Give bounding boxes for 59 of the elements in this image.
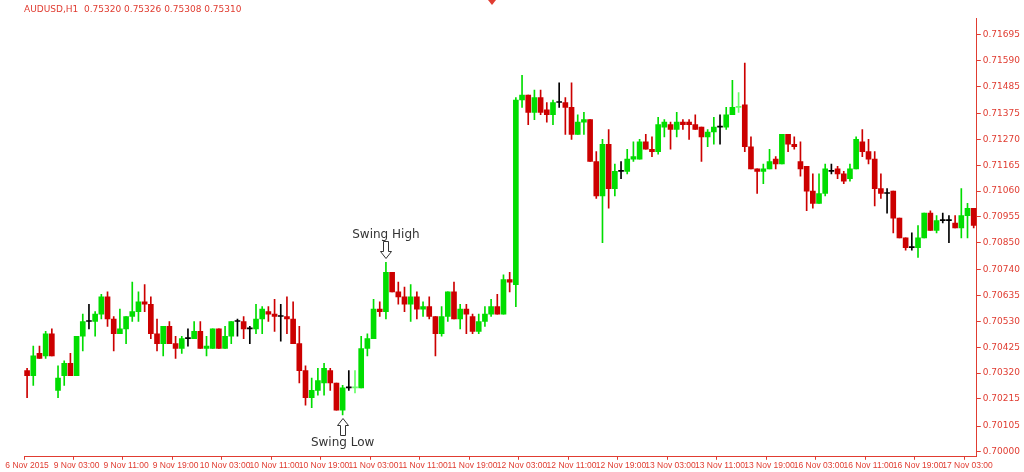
x-tick-label: 16 Nov 03:00 — [793, 460, 845, 471]
x-tick-label: 11 Nov 19:00 — [447, 460, 498, 471]
x-tick-label: 13 Nov 11:00 — [695, 460, 746, 471]
candlestick — [86, 303, 92, 330]
y-tick-label: 0.71485 — [982, 80, 1020, 91]
candlestick — [395, 281, 402, 305]
candlestick — [185, 328, 191, 347]
annotation: Swing Low — [310, 435, 375, 450]
candlestick — [908, 232, 915, 251]
candlestick — [24, 367, 30, 399]
x-tick-label: 10 Nov 19:00 — [298, 460, 350, 471]
candlestick — [117, 308, 123, 335]
x-tick-label: 12 Nov 19:00 — [595, 460, 647, 471]
candlestick — [556, 82, 562, 108]
y-tick-label: 0.71270 — [982, 133, 1021, 144]
y-tick-label: 0.70530 — [982, 315, 1021, 326]
x-tick-label: 13 Nov 19:00 — [744, 460, 796, 471]
y-tick-label: 0.71165 — [982, 159, 1020, 170]
y-tick-label: 0.70425 — [982, 341, 1020, 352]
candlestick — [711, 116, 717, 145]
y-tick-label: 0.70215 — [982, 393, 1020, 404]
candlestick — [376, 301, 383, 317]
candlestick — [618, 161, 624, 180]
y-tick-label: 0.71060 — [982, 185, 1021, 196]
y-tick-label: 0.71590 — [982, 54, 1021, 65]
x-tick-label: 16 Nov 11:00 — [843, 460, 894, 471]
candlestick — [284, 296, 290, 335]
y-tick-label: 0.70000 — [982, 446, 1021, 457]
x-tick-label: 9 Nov 03:00 — [53, 460, 100, 471]
y-tick-label: 0.70635 — [982, 289, 1020, 300]
y-tick-label: 0.70105 — [982, 420, 1020, 431]
y-tick-label: 0.71695 — [982, 29, 1020, 40]
candlestick — [407, 284, 414, 322]
x-tick-label: 11 Nov 03:00 — [348, 460, 399, 471]
candlestick — [519, 75, 525, 108]
x-tick-label: 12 Nov 11:00 — [546, 460, 597, 471]
candlestick — [277, 303, 284, 342]
candlestick — [506, 271, 513, 293]
x-tick-label: 10 Nov 03:00 — [199, 460, 251, 471]
candlestick — [884, 188, 890, 214]
y-tick-label: 0.71375 — [982, 107, 1020, 118]
x-tick-label: 17 Nov 03:00 — [942, 460, 994, 471]
candlestick — [754, 168, 760, 194]
x-tick-label: 9 Nov 11:00 — [103, 460, 149, 471]
x-tick-label: 12 Nov 03:00 — [496, 460, 548, 471]
x-tick-label: 11 Nov 11:00 — [398, 460, 448, 471]
candlestick — [420, 301, 426, 317]
y-tick-label: 0.70850 — [982, 237, 1021, 248]
annotation: Swing High — [352, 226, 420, 241]
x-tick-label: 10 Nov 11:00 — [249, 460, 300, 471]
chart-title: AUDUSD,H1 0.75320 0.75326 0.75308 0.75310 — [24, 3, 242, 14]
x-tick-label: 9 Nov 19:00 — [152, 460, 199, 471]
x-tick-label: 6 Nov 2015 — [5, 460, 50, 471]
y-tick-label: 0.70320 — [982, 367, 1021, 378]
y-tick-label: 0.70740 — [982, 264, 1021, 275]
candlestick — [581, 111, 587, 135]
x-tick-label: 16 Nov 19:00 — [892, 460, 944, 471]
x-tick-label: 13 Nov 03:00 — [645, 460, 697, 471]
y-tick-label: 0.70955 — [982, 211, 1020, 222]
